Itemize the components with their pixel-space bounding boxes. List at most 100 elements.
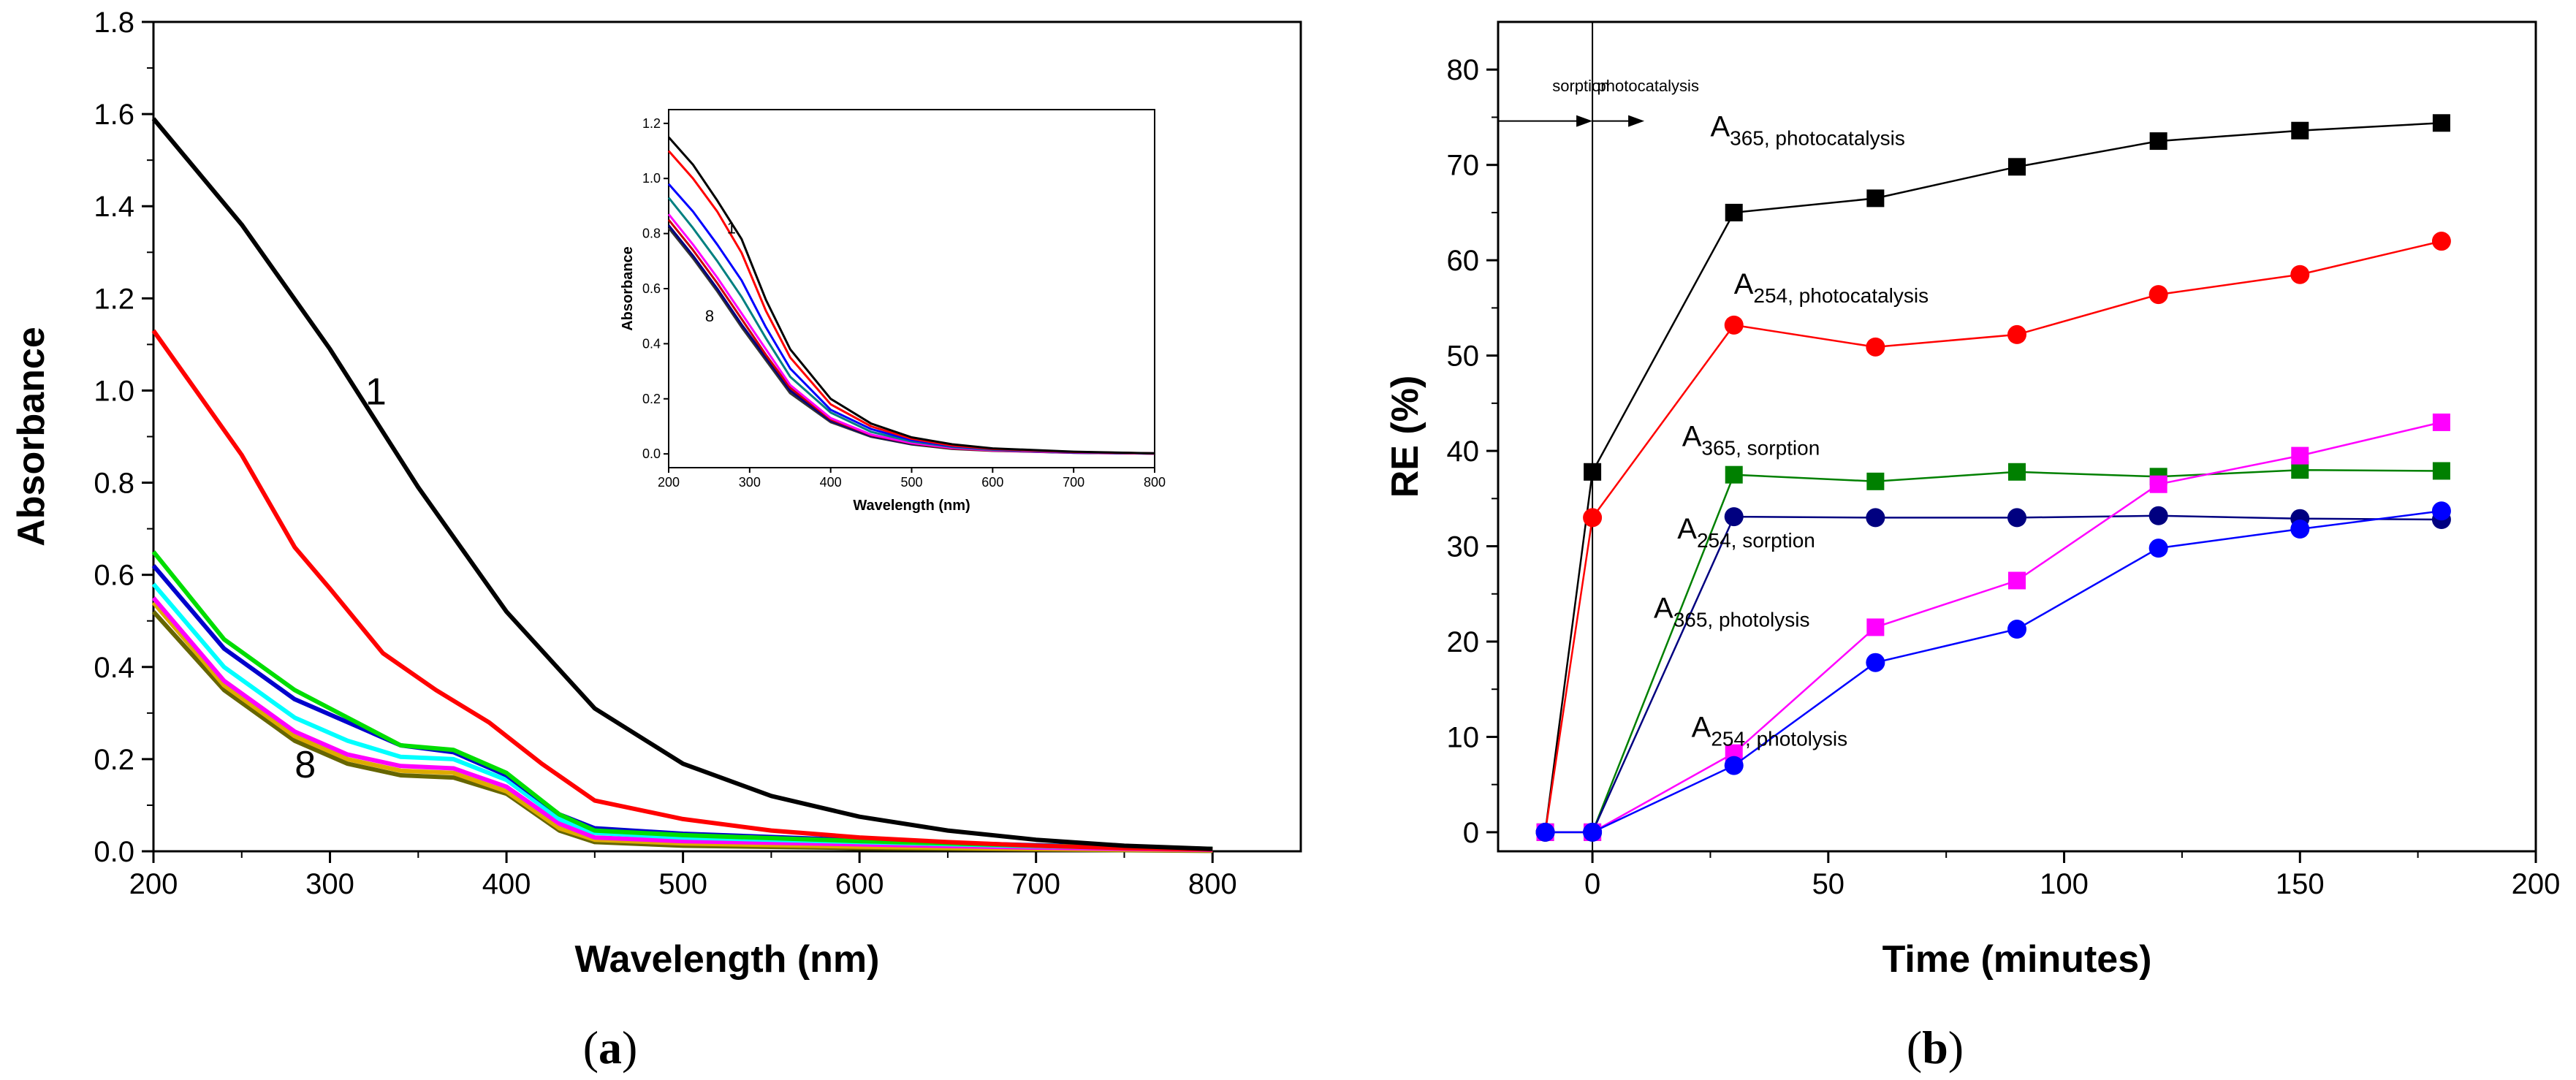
data-point	[1866, 508, 1885, 528]
data-point	[1725, 203, 1743, 221]
series-line-1	[151, 117, 1213, 851]
panel-b-chart: 0 50 100 150 200 0 10 20 30 40 50 60 70 80 Time (minut…	[1384, 20, 2561, 981]
series-line-0	[1544, 122, 2442, 833]
data-point	[2290, 265, 2310, 284]
data-point	[2149, 132, 2167, 151]
series-line-5	[1545, 510, 2442, 834]
inset-x-tick-label: 500	[900, 475, 922, 490]
data-point	[2007, 324, 2026, 344]
data-point	[1866, 337, 1885, 357]
x-tick-label: 600	[835, 868, 884, 900]
data-point	[2148, 506, 2168, 525]
phase-label: sorption	[1552, 77, 1609, 95]
y-tick-label: 60	[1447, 245, 1480, 277]
data-point	[1535, 822, 1555, 842]
data-point	[1866, 189, 1885, 208]
series-line-6	[151, 596, 1213, 853]
inset-y-tick-label: 0.0	[642, 446, 661, 461]
x-tick-label: 400	[482, 868, 531, 900]
series-line-2	[1545, 468, 2442, 834]
series-label: A254, sorption	[1677, 513, 1815, 552]
y-axis-title: RE (%)	[1384, 376, 1426, 498]
data-point	[1866, 618, 1885, 636]
inset-curve-label: 1	[727, 219, 736, 237]
data-point	[2148, 539, 2168, 558]
data-point	[1724, 756, 1744, 775]
y-tick-label: 20	[1447, 626, 1480, 658]
data-point	[2431, 232, 2451, 251]
inset-y-axis-title: Absorbance	[620, 246, 636, 331]
series-label: A365, sorption	[1682, 421, 1820, 460]
x-tick-label: 200	[2512, 868, 2561, 900]
series-label-subscript: 365, photocatalysis	[1730, 127, 1905, 150]
data-point	[2008, 571, 2026, 590]
phase-arrow-head	[1628, 115, 1645, 127]
data-point	[1583, 508, 1603, 528]
inset-series-line-1	[667, 136, 1155, 455]
series-line-2	[151, 329, 1213, 852]
inset-chart: 200 300 400 500 600 700 800 0.0 0.2 0.4 0.6 0.8 1.0 1…	[620, 109, 1166, 514]
data-point	[2290, 520, 2310, 539]
y-axis-title: Absorbance	[10, 327, 53, 547]
x-axis-title: Wavelength (nm)	[575, 938, 880, 981]
inset-x-tick-label: 600	[981, 475, 1003, 490]
data-point	[2007, 508, 2026, 528]
inset-x-tick-label: 700	[1063, 475, 1084, 490]
y-tick-label: 1.8	[94, 7, 134, 39]
y-tick-label: 10	[1447, 721, 1480, 753]
y-tick-label: 1.2	[94, 283, 134, 315]
data-point	[2432, 462, 2450, 480]
panel-a-chart: 200 300 400 500 600 700 800 0.0 0.2 0.4 0.6 0.8 1.0 1…	[10, 7, 1302, 981]
phase-arrow-head	[1576, 115, 1593, 127]
data-point	[1725, 465, 1743, 484]
data-point	[2431, 501, 2451, 521]
x-tick-label: 100	[2040, 868, 2089, 900]
y-tick-label: 0.8	[94, 468, 134, 500]
data-point	[2007, 620, 2026, 639]
series-label-subscript: 254, photolysis	[1711, 727, 1847, 750]
data-point	[2291, 446, 2309, 465]
series-line-8	[151, 610, 1213, 853]
series-label-subscript: 254, photocatalysis	[1753, 284, 1929, 307]
y-tick-label: 1.6	[94, 99, 134, 131]
y-tick-label: 0.0	[94, 836, 134, 868]
series-line-4	[1545, 421, 2442, 834]
x-tick-label: 800	[1188, 868, 1237, 900]
inset-y-tick-label: 0.6	[642, 281, 661, 296]
y-tick-label: 0	[1463, 817, 1479, 849]
data-point	[1583, 822, 1603, 842]
curve-label: 8	[295, 744, 316, 786]
data-point	[2149, 475, 2167, 493]
y-tick-label: 1.0	[94, 375, 134, 407]
series-label: A254, photocatalysis	[1734, 268, 1929, 307]
series-line-1	[1544, 240, 2442, 833]
y-tick-label: 50	[1447, 341, 1480, 373]
data-point	[1866, 472, 1885, 490]
inset-y-tick-label: 1.0	[642, 171, 661, 186]
plot-frame	[1497, 20, 2537, 853]
data-point	[2148, 285, 2168, 305]
inset-y-tick-label: 0.8	[642, 227, 661, 241]
panel-a-label: (a)	[583, 1022, 638, 1073]
data-point	[1866, 653, 1885, 672]
inset-x-tick-label: 200	[658, 475, 680, 490]
series-label-subscript: 365, photolysis	[1673, 608, 1810, 631]
inset-x-tick-label: 800	[1144, 475, 1166, 490]
x-tick-label: 150	[2276, 868, 2325, 900]
inset-y-tick-label: 0.4	[642, 336, 661, 351]
y-tick-label: 1.4	[94, 191, 134, 223]
y-tick-label: 80	[1447, 54, 1480, 86]
series-line-3	[151, 550, 1213, 851]
inset-x-tick-label: 300	[739, 475, 761, 490]
series-label-subscript: 254, sorption	[1697, 529, 1815, 552]
series-label: A365, photolysis	[1654, 592, 1809, 631]
series-label-subscript: 365, sorption	[1701, 437, 1820, 460]
series-line-4	[151, 564, 1213, 851]
inset-frame	[668, 109, 1155, 468]
data-point	[1724, 507, 1744, 527]
inset-curve-label: 8	[705, 307, 714, 325]
y-tick-label: 40	[1447, 436, 1480, 468]
curve-label: 1	[365, 370, 387, 413]
data-point	[1584, 463, 1602, 481]
